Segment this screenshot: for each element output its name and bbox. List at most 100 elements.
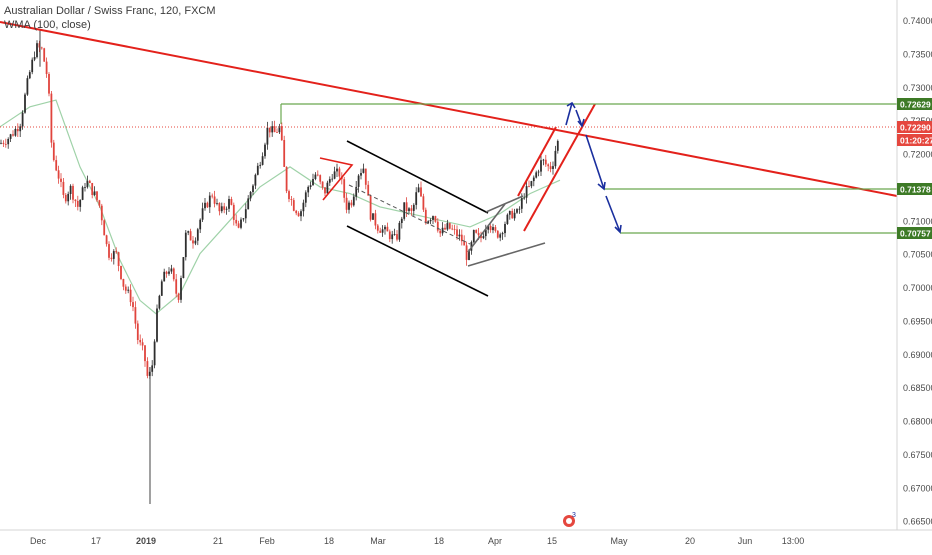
candle-body bbox=[492, 227, 494, 231]
price-badge-bg bbox=[897, 183, 932, 195]
time-tick-label: Dec bbox=[30, 536, 47, 546]
candle-body bbox=[249, 192, 252, 199]
candle-body bbox=[391, 234, 394, 240]
event-marker-icon[interactable]: 3 bbox=[563, 512, 576, 527]
candle-body bbox=[504, 224, 506, 234]
symbol-title: Australian Dollar / Swiss Franc, 120, FX… bbox=[4, 5, 216, 17]
candle-body bbox=[412, 204, 415, 211]
candle-body bbox=[151, 365, 154, 372]
candle-body bbox=[532, 177, 535, 182]
candle-body bbox=[352, 196, 355, 206]
candle-body bbox=[86, 180, 89, 188]
candle-body bbox=[256, 165, 259, 175]
rising-channel-left[interactable] bbox=[517, 126, 557, 197]
candle-body bbox=[4, 144, 7, 145]
price-badge-bg bbox=[897, 134, 932, 146]
arrow-head-up bbox=[566, 101, 576, 109]
candle-body bbox=[422, 196, 425, 210]
candle-body bbox=[45, 61, 48, 74]
channel-lower-line[interactable] bbox=[346, 225, 489, 297]
price-badge-bg bbox=[897, 98, 932, 110]
candle-body bbox=[468, 250, 470, 260]
candle-body bbox=[417, 187, 420, 193]
candle-body bbox=[372, 213, 374, 220]
candle-body bbox=[345, 197, 348, 210]
candle-body bbox=[230, 199, 233, 205]
channel-upper-line[interactable] bbox=[346, 140, 489, 214]
candle-body bbox=[201, 208, 204, 220]
candle-body bbox=[436, 221, 439, 231]
candle-body bbox=[374, 213, 377, 226]
candle-body bbox=[369, 195, 372, 220]
price-badge-bg bbox=[897, 227, 932, 239]
candle-body bbox=[52, 142, 55, 161]
candle-body bbox=[232, 204, 235, 220]
candle-body bbox=[398, 222, 401, 240]
arrow-down-segment-1 bbox=[575, 109, 583, 127]
candle-body bbox=[172, 268, 175, 280]
candle-body bbox=[463, 241, 466, 246]
candle-body bbox=[285, 166, 288, 192]
price-badge-bg bbox=[897, 121, 932, 133]
price-badge-label: 01:20:27 bbox=[900, 136, 932, 146]
candle-body bbox=[297, 213, 300, 217]
candle-body bbox=[283, 140, 286, 167]
projection-arrows[interactable] bbox=[565, 101, 622, 234]
candle-body bbox=[266, 127, 269, 145]
candle-body bbox=[153, 341, 156, 366]
candle-body bbox=[420, 187, 422, 197]
candle-body bbox=[326, 182, 329, 194]
candle-body bbox=[194, 240, 197, 244]
wedge-lower-line[interactable] bbox=[467, 242, 546, 267]
wedge-upper-line[interactable] bbox=[467, 203, 506, 253]
candle-body bbox=[523, 197, 526, 199]
candle-body bbox=[187, 231, 190, 233]
candle-body bbox=[12, 134, 14, 136]
candle-body bbox=[112, 251, 115, 259]
svg-text:3: 3 bbox=[572, 512, 576, 519]
candle-body bbox=[288, 191, 290, 200]
candle-body bbox=[261, 156, 264, 165]
candle-body bbox=[124, 286, 127, 291]
wedge-top-line[interactable] bbox=[485, 195, 524, 213]
candle-body bbox=[376, 225, 379, 231]
candle-body bbox=[520, 198, 523, 209]
time-axis[interactable]: Dec 17 2019 21 Feb 18 Mar 18 Apr 15 May 20 Jun 13:00 bbox=[0, 529, 932, 546]
trendline-descending[interactable] bbox=[0, 21, 898, 197]
candle-body bbox=[19, 126, 22, 132]
candle-body bbox=[379, 230, 382, 233]
candle-body bbox=[64, 194, 67, 202]
pennant-shape[interactable] bbox=[319, 157, 354, 201]
time-tick-label: Apr bbox=[488, 536, 502, 546]
candle-body bbox=[105, 235, 108, 245]
candle-body bbox=[208, 195, 211, 208]
candle-body bbox=[336, 168, 338, 172]
candle-body bbox=[331, 178, 334, 180]
candle-body bbox=[9, 134, 12, 139]
candle-body bbox=[448, 223, 451, 229]
candle-body bbox=[127, 289, 130, 291]
candle-body bbox=[276, 132, 278, 133]
wma-line bbox=[0, 99, 561, 315]
price-axis[interactable]: 0.740000.735000.730000.725000.720000.715… bbox=[896, 0, 932, 530]
candle-body bbox=[511, 211, 514, 219]
candle-body bbox=[132, 302, 134, 308]
candle-body bbox=[271, 126, 274, 133]
rising-channel-right[interactable] bbox=[523, 103, 596, 232]
candle-body bbox=[506, 214, 509, 224]
candle-body bbox=[115, 251, 118, 253]
candle-body bbox=[427, 221, 430, 224]
time-tick-label: Jun bbox=[738, 536, 753, 546]
candle-body bbox=[316, 174, 319, 176]
candle-body bbox=[237, 223, 240, 228]
candle-body bbox=[328, 179, 331, 183]
candle-body bbox=[530, 181, 533, 187]
drawings[interactable] bbox=[0, 21, 898, 297]
candle-body bbox=[307, 186, 310, 193]
candle-body bbox=[196, 229, 199, 241]
